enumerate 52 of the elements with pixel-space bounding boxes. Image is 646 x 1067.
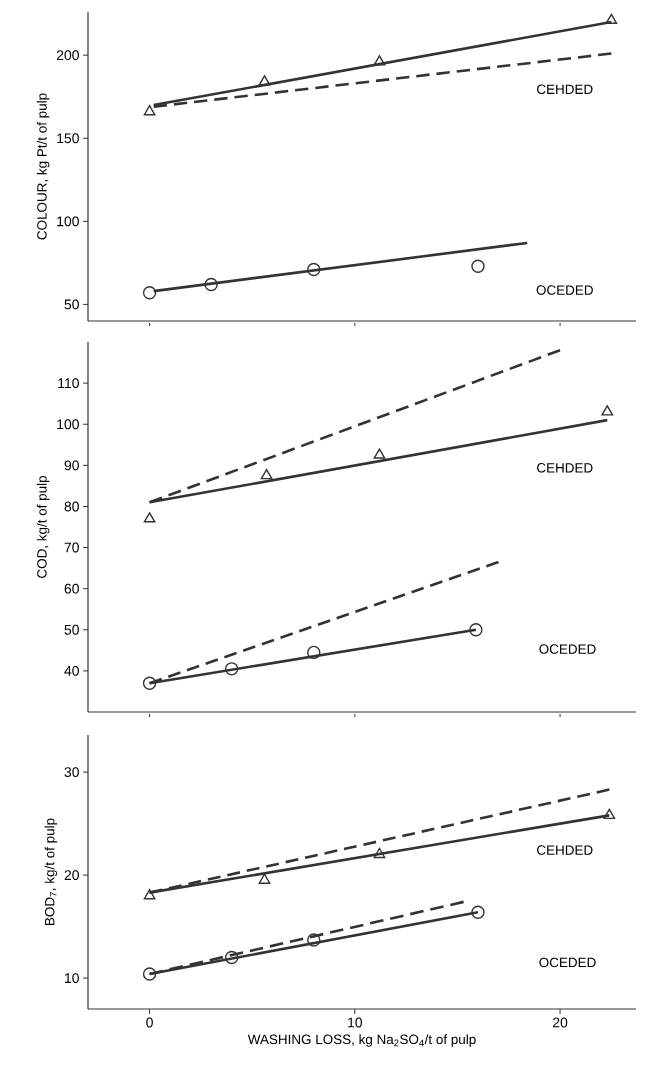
annotation: CEHDED	[537, 84, 593, 95]
point	[373, 448, 386, 459]
point	[143, 889, 156, 900]
y-tick-label: 100	[57, 419, 79, 430]
y-tick-label: 20	[64, 870, 79, 881]
y-tick-label: 70	[64, 542, 79, 553]
point	[224, 662, 239, 676]
point	[258, 75, 271, 86]
annotation: CEHDED	[537, 463, 593, 473]
y-axis-title: BOD$_{7}$, kg/t of pulp	[44, 818, 58, 925]
point	[373, 847, 386, 859]
point	[142, 676, 157, 690]
y-axis-title: COLOUR, kg Pt/t of pulp	[36, 93, 50, 240]
point	[307, 933, 321, 947]
point	[143, 512, 156, 523]
point	[603, 808, 616, 820]
point	[469, 623, 483, 637]
annotation: OCEDED	[539, 644, 596, 654]
point	[258, 873, 271, 884]
point	[373, 55, 386, 66]
point	[143, 104, 156, 116]
x-tick-label: 20	[553, 1017, 568, 1028]
x-tick-label: 10	[348, 1017, 363, 1028]
y-tick-label: 90	[64, 460, 79, 471]
point	[142, 286, 157, 300]
y-tick-label: 80	[64, 501, 79, 512]
y-tick-label: 100	[57, 216, 79, 227]
y-tick-label: 50	[64, 299, 79, 310]
x-tick-label: 0	[146, 1017, 153, 1028]
y-tick-label: 10	[65, 973, 79, 984]
annotation: OCEDED	[539, 957, 596, 968]
point	[224, 950, 239, 965]
y-tick-label: 40	[64, 665, 79, 676]
point	[142, 967, 157, 981]
y-tick-label: 150	[57, 133, 79, 144]
point	[260, 468, 273, 480]
point	[204, 277, 218, 292]
y-tick-label: 30	[64, 767, 79, 778]
point	[307, 262, 321, 277]
annotation: OCEDED	[536, 285, 593, 295]
y-tick-label: 200	[56, 50, 79, 61]
x-axis-title: WASHING LOSS, kg Na$_{2}$SO$_{4}$/t of pulp	[247, 1034, 476, 1047]
y-tick-label: 60	[64, 583, 79, 594]
annotation: CEHDED	[537, 845, 593, 855]
y-tick-label: 50	[64, 624, 79, 635]
y-tick-label: 110	[58, 378, 79, 389]
y-axis-title: COD, kg/t of pulp	[36, 476, 50, 578]
point	[471, 259, 485, 273]
point	[601, 405, 614, 416]
point	[605, 13, 618, 25]
point	[307, 645, 321, 660]
point	[471, 905, 485, 919]
